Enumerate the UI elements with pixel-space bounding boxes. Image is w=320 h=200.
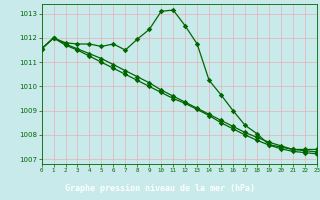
Text: Graphe pression niveau de la mer (hPa): Graphe pression niveau de la mer (hPa) (65, 184, 255, 193)
